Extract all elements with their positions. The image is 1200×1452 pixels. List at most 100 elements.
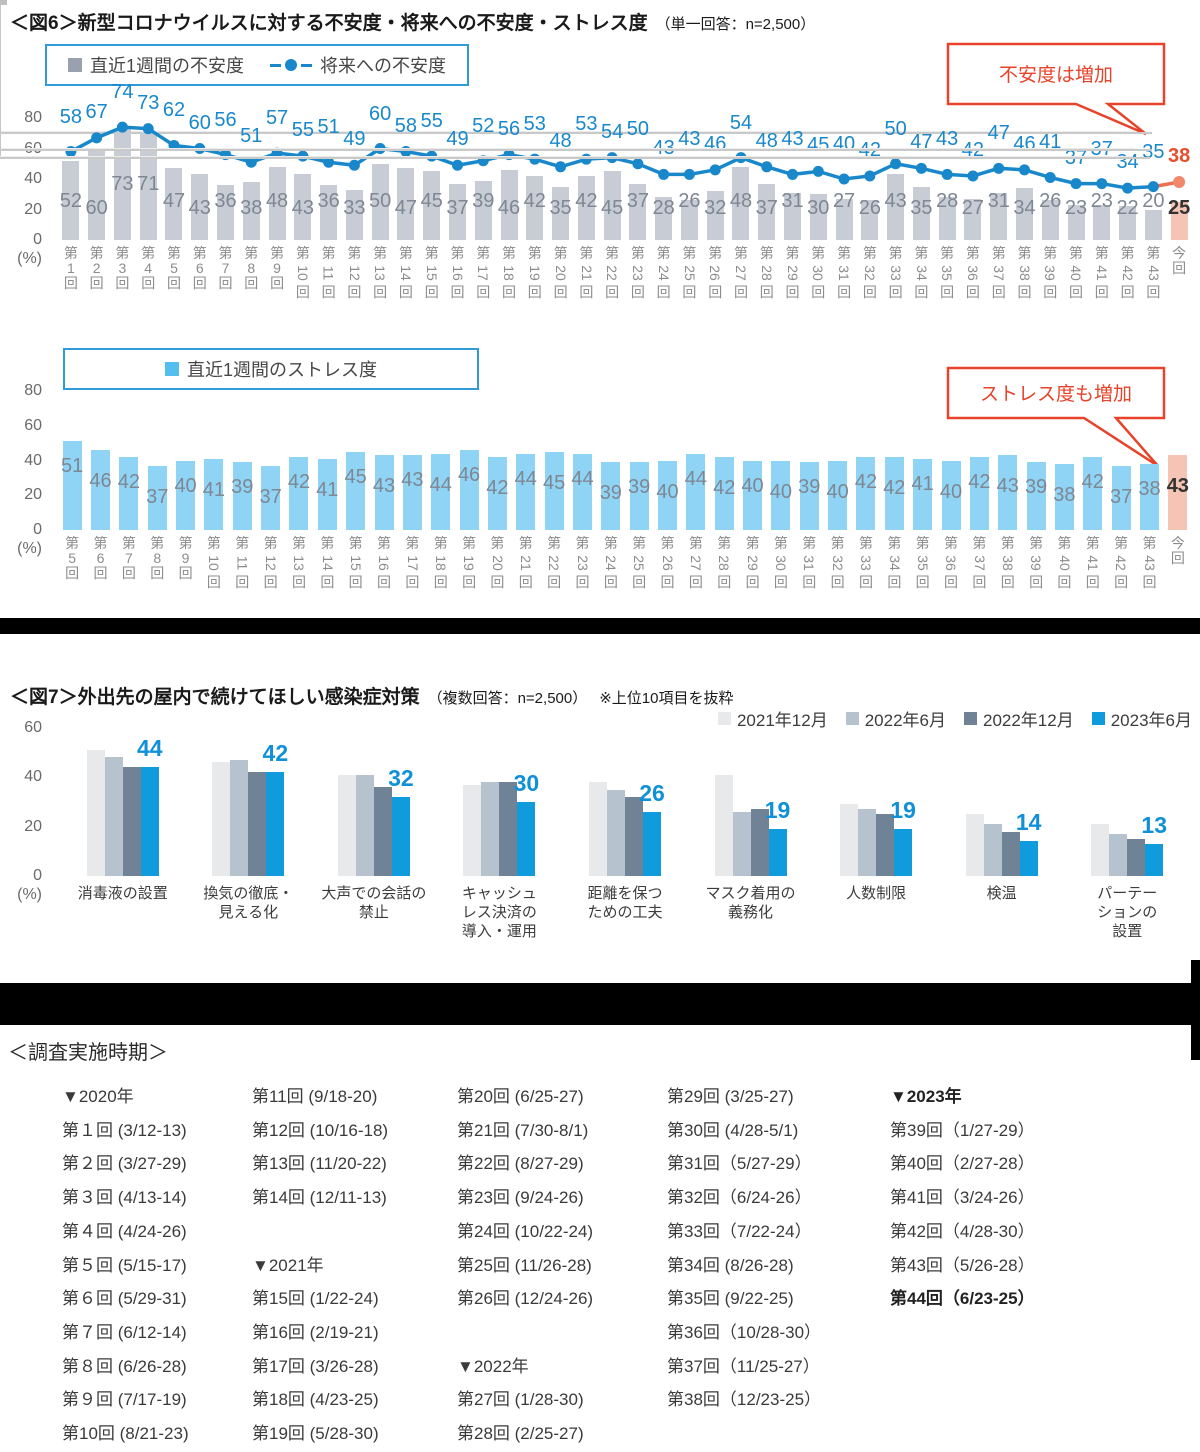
x-axis-label: 第 20 回 — [489, 535, 506, 590]
bar-anxiety — [1041, 200, 1059, 240]
bar-value-label: 25 — [1167, 197, 1191, 219]
x-axis-label: 第 19 回 — [527, 245, 544, 300]
bar-stress — [714, 457, 734, 530]
category-label: 消毒液の設置 — [77, 885, 168, 902]
bar-2023年6月 — [643, 811, 661, 876]
survey-cell: 第13回 (11/20-22) — [252, 1154, 387, 1174]
x-axis-label: 第 34 回 — [913, 245, 930, 300]
bar-stress — [176, 460, 196, 530]
survey-cell: ▼2021年 — [252, 1255, 324, 1275]
fig7-title-main: ＜図7＞外出先の屋内で続けてほしい感染症対策 — [10, 687, 420, 708]
line-value-label: 67 — [85, 100, 108, 123]
x-axis-label: 第 25 回 — [631, 535, 648, 590]
survey-cell: 第８回 (6/26-28) — [62, 1356, 187, 1376]
bar-2022年12月 — [122, 767, 141, 876]
bar-value-label: 43 — [372, 475, 396, 498]
survey-cell: 第７回 (6/12-14) — [62, 1322, 187, 1342]
bar-value-label: 26 — [678, 190, 701, 212]
bar-value-label: 37 — [259, 485, 282, 508]
x-axis-label: 第 43 回 — [1145, 245, 1162, 300]
fig7-legend-item: 2022年6月 — [845, 706, 946, 731]
bar-anxiety — [629, 183, 647, 240]
bar-anxiety — [809, 194, 827, 240]
survey-cell: 第23回 (9/24-26) — [457, 1188, 584, 1208]
bar-2023年6月 — [768, 829, 787, 876]
bar-stress — [998, 455, 1018, 530]
stress-chart: 80 60 40 20 0 (%) 51 第 5 回 46 第 6 回 42 第 7 回 37 第 8 回 40 第 9 回 41 第… — [0, 0, 1200, 620]
bar-2022年6月 — [481, 782, 500, 876]
fig7-value-label: 14 — [1015, 809, 1042, 836]
x-axis-label: 第 25 回 — [681, 245, 698, 300]
bar-value-label: 30 — [807, 197, 830, 219]
y-axis-unit: (%) — [17, 886, 42, 903]
stress-legend: 直近1週間のストレス度 — [63, 348, 479, 390]
line-value-label: 47 — [987, 122, 1010, 145]
bar-anxiety — [448, 183, 466, 240]
bar-2022年6月 — [355, 774, 374, 876]
bar-stress — [856, 457, 876, 530]
survey-heading: ＜調査実施時期＞ — [8, 1042, 168, 1064]
bar-anxiety — [320, 185, 338, 240]
y-tick-label: 60 — [24, 416, 42, 434]
bar-stress — [1026, 462, 1046, 530]
fig7-value-label: 44 — [136, 735, 163, 762]
legend-label: 2023年6月 — [1110, 710, 1192, 730]
line-value-label: 35 — [1142, 140, 1165, 163]
y-tick-label: 20 — [24, 486, 42, 504]
bar-stress — [487, 457, 507, 530]
bar-value-label: 42 — [1081, 471, 1104, 494]
bar-stress — [261, 465, 281, 530]
survey-cell: 第37回（11/25-27） — [667, 1356, 820, 1376]
bar-2022年12月 — [248, 772, 267, 876]
bar-2022年6月 — [983, 824, 1002, 876]
bar-value-label: 37 — [626, 190, 649, 212]
bar-anxiety — [784, 192, 802, 240]
bar-value-label: 43 — [1166, 475, 1189, 498]
fig7-title-note: （複数回答：n=2,500） — [427, 690, 588, 707]
survey-cell: 第24回 (10/22-24) — [457, 1221, 594, 1241]
bar-value-label: 46 — [497, 197, 521, 219]
bar-stress — [544, 451, 564, 530]
x-axis-label: 第 19 回 — [461, 535, 478, 590]
x-axis-label: 第 10 回 — [206, 535, 223, 590]
bar-2021年12月 — [86, 750, 105, 876]
bar-anxiety — [191, 174, 209, 240]
bar-stress — [1111, 465, 1131, 530]
bar-2023年6月 — [517, 801, 536, 876]
x-axis-label: 第 41 回 — [1085, 535, 1102, 590]
line-value-label: 52 — [472, 114, 495, 137]
x-axis-label: 第 31 回 — [836, 245, 853, 300]
bar-2023年6月 — [391, 796, 410, 876]
x-axis-label: 第 12 回 — [263, 535, 280, 590]
bar-value-label: 27 — [832, 190, 856, 212]
bar-value-label: 40 — [174, 474, 197, 497]
bar-value-label: 41 — [202, 478, 226, 501]
bar-anxiety — [938, 197, 956, 240]
survey-cell: 第６回 (5/29-31) — [62, 1289, 187, 1309]
bar-value-label: 34 — [1013, 197, 1036, 219]
x-axis-label: 第 30 回 — [773, 535, 790, 590]
x-axis-label: 第 17 回 — [475, 245, 492, 300]
x-axis-label: 第 23 回 — [630, 245, 647, 300]
bar-stress — [572, 453, 592, 530]
x-axis-label: 第 35 回 — [939, 245, 956, 300]
bar-value-label: 22 — [1116, 197, 1139, 219]
line-value-label: 54 — [729, 111, 753, 134]
fig7-value-label: 26 — [639, 779, 665, 806]
line-value-label: 57 — [265, 107, 289, 130]
bar-anxiety — [526, 175, 544, 240]
bar-anxiety — [835, 198, 853, 240]
y-axis-line — [0, 4, 1, 157]
bar-value-label: 42 — [486, 477, 509, 500]
line-value-label: 56 — [214, 108, 237, 131]
survey-cell: 第16回 (2/19-21) — [252, 1322, 379, 1342]
bar-2022年12月 — [625, 796, 643, 876]
line-value-label: 50 — [884, 117, 907, 140]
bar-anxiety — [474, 180, 492, 240]
x-axis-label: 第 33 回 — [858, 535, 875, 590]
bar-2022年12月 — [1127, 838, 1146, 876]
